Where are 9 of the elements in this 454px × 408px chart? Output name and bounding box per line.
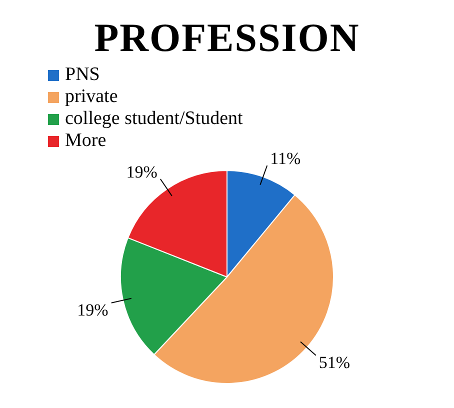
legend-label: private — [65, 86, 118, 108]
chart-title: PROFESSION — [93, 15, 361, 60]
data-label: 19% — [77, 300, 108, 320]
legend-label: More — [65, 130, 106, 152]
legend-label: college student/Student — [65, 108, 243, 130]
data-label: 19% — [126, 162, 158, 182]
data-label: 11% — [270, 148, 301, 168]
data-label: 51% — [318, 352, 350, 372]
legend-label: PNS — [65, 64, 100, 86]
